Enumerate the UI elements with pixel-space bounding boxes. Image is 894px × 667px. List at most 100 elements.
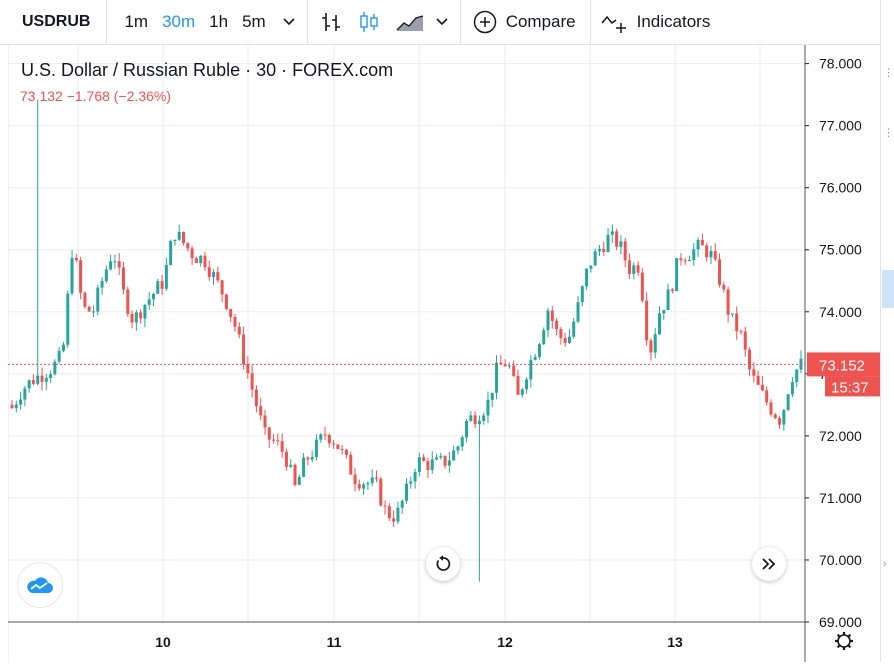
candle-body (396, 507, 400, 522)
price-tick-label: 78.000 (819, 56, 862, 72)
candle-body (422, 457, 426, 461)
candle-body (57, 350, 61, 362)
price-scale[interactable]: 78.00077.00076.00075.00074.00073.00072.0… (804, 45, 880, 662)
price-chart[interactable]: 78.00077.00076.00075.00074.00073.00072.0… (7, 45, 880, 662)
candle-body (413, 471, 417, 482)
candle-body (765, 390, 769, 403)
candle-body (49, 374, 53, 378)
price-tick-label: 69.000 (819, 614, 862, 630)
interval-dropdown-button[interactable] (273, 0, 307, 44)
candle-body (589, 265, 593, 269)
compare-label: Compare (505, 12, 576, 31)
candle-body (520, 389, 524, 395)
scroll-to-realtime-button[interactable] (752, 547, 786, 581)
candle-body (786, 394, 790, 410)
candle-body (40, 375, 44, 382)
candle-body (782, 409, 786, 425)
candle-body (194, 258, 198, 263)
tradingview-logo-button[interactable] (17, 562, 63, 608)
candle-body (546, 310, 550, 331)
interval-1h-button[interactable]: 1h (202, 0, 235, 44)
chart-area[interactable]: 78.00077.00076.00075.00074.00073.00072.0… (7, 45, 880, 662)
reset-chart-button[interactable] (426, 547, 460, 581)
candle-body (259, 406, 263, 416)
candle-body (233, 316, 237, 327)
settings-gear-icon[interactable] (835, 632, 853, 650)
time-tick-label: 12 (497, 634, 513, 650)
candle-body (490, 392, 494, 400)
last-price-text: 73.152 (819, 357, 865, 374)
candle-body (610, 231, 614, 235)
candle-body (70, 258, 74, 294)
interval-30m-button[interactable]: 30m (155, 0, 202, 44)
toolbar-divider (459, 0, 461, 44)
candle-body (366, 483, 370, 485)
side-panel-highlight (882, 270, 894, 308)
candle-body (486, 399, 490, 416)
toolbar-divider (306, 0, 308, 44)
price-tick-label: 77.000 (819, 118, 862, 134)
candle-body (306, 457, 310, 460)
interval-5m-button[interactable]: 5m (235, 0, 273, 44)
candle-body (666, 289, 670, 311)
side-panel-handle[interactable]: ⋮ (883, 127, 894, 139)
candle-body (580, 286, 584, 303)
candle-body (683, 260, 687, 262)
bar-style-icon (321, 13, 340, 31)
candle-body (795, 369, 799, 383)
candle-body (83, 292, 87, 307)
candle-body (623, 241, 627, 261)
candle-body (619, 241, 623, 247)
candle-body (615, 231, 619, 247)
price-tick-label: 71.000 (819, 490, 862, 506)
candle-body (280, 441, 284, 452)
chart-grid (7, 45, 805, 662)
candle-body (113, 261, 117, 263)
candle-body (649, 340, 653, 353)
candle-body (134, 312, 138, 323)
candle-body (525, 379, 529, 390)
candle-body (585, 268, 589, 287)
candle-body (79, 260, 83, 293)
candle-body (670, 289, 674, 292)
time-scale[interactable]: 10 11 12 13 (8, 621, 805, 650)
indicators-button[interactable]: Indicators (591, 0, 723, 44)
candle-body (778, 418, 782, 425)
chevron-down-icon (283, 18, 295, 26)
candle-style-button[interactable] (350, 0, 388, 44)
compare-button[interactable]: Compare (461, 0, 590, 44)
side-panel-expand-icon[interactable]: › (883, 558, 887, 570)
time-tick-label: 11 (327, 634, 342, 650)
price-tick-label: 70.000 (819, 552, 862, 568)
candle-body (370, 477, 374, 484)
bar-style-button[interactable] (308, 0, 350, 44)
candle-body (718, 259, 722, 285)
candle-body (53, 361, 57, 375)
candles (8, 100, 805, 582)
side-panel-handle[interactable]: ⋮ (883, 67, 894, 79)
candle-body (302, 457, 306, 477)
interval-label: 1m (124, 12, 149, 31)
interval-1m-button[interactable]: 1m (117, 0, 155, 44)
candle-body (284, 451, 288, 467)
candle-body (696, 239, 700, 250)
candle-body (182, 231, 186, 244)
chart-style-dropdown-button[interactable] (432, 0, 460, 44)
candle-body (392, 518, 396, 522)
candle-body (362, 484, 366, 489)
candle-body (473, 415, 477, 425)
area-style-icon (396, 15, 423, 31)
candle-body (559, 329, 563, 339)
area-style-button[interactable] (388, 0, 432, 44)
candle-body (756, 375, 760, 385)
candle-body (426, 460, 430, 471)
candle-body (379, 478, 383, 506)
candle-body (327, 435, 331, 444)
symbol-search-button[interactable]: USDRUB (0, 0, 108, 44)
candle-body (529, 359, 533, 380)
candle-body (632, 265, 636, 274)
candle-body (147, 299, 151, 305)
refresh-icon (436, 555, 451, 571)
candle-body (679, 258, 683, 261)
candle-body (537, 344, 541, 357)
